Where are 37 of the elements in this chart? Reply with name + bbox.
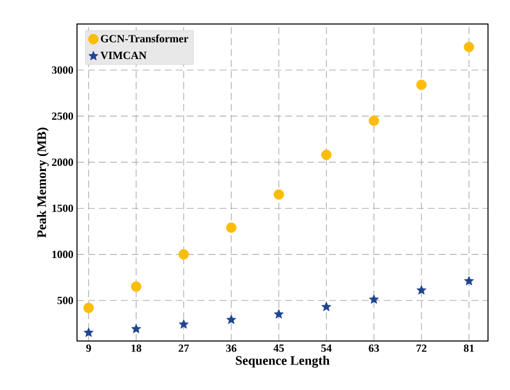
y-tick-label: 2500: [52, 112, 74, 120]
x-axis-title: Sequence Length: [236, 356, 330, 368]
point: [416, 285, 426, 295]
point: [321, 150, 332, 160]
point: [274, 309, 284, 319]
legend-label: VIMCAN: [100, 52, 146, 60]
x-tick-label: 54: [321, 344, 332, 352]
x-tick-label: 81: [464, 344, 474, 352]
y-tick-label: 3000: [52, 66, 74, 74]
point: [226, 314, 236, 324]
x-tick-label: 9: [86, 344, 91, 352]
y-axis-title: Peak Memory (MB): [36, 128, 49, 238]
point: [83, 302, 94, 314]
point: [226, 222, 236, 233]
point: [178, 249, 189, 260]
y-tick-label: 1000: [52, 250, 74, 258]
point: [84, 328, 94, 337]
y-tick-label: 2000: [52, 158, 74, 166]
point: [321, 302, 332, 312]
point: [131, 324, 142, 334]
point: [416, 80, 427, 90]
x-tick-label: 36: [226, 344, 236, 352]
point: [130, 281, 142, 292]
point: [464, 42, 474, 52]
legend-label: GCN-Transformer: [100, 34, 188, 42]
point: [178, 319, 189, 329]
x-tick-label: 72: [416, 344, 426, 352]
point: [368, 294, 379, 304]
x-tick-label: 45: [273, 344, 284, 352]
x-tick-label: 27: [178, 344, 189, 352]
y-tick-label: 1500: [52, 204, 74, 212]
x-tick-label: 63: [368, 344, 380, 352]
point: [368, 116, 380, 126]
point: [274, 189, 284, 200]
y-tick-label: 500: [57, 296, 74, 304]
x-tick-label: 18: [132, 344, 142, 352]
point: [464, 276, 474, 286]
